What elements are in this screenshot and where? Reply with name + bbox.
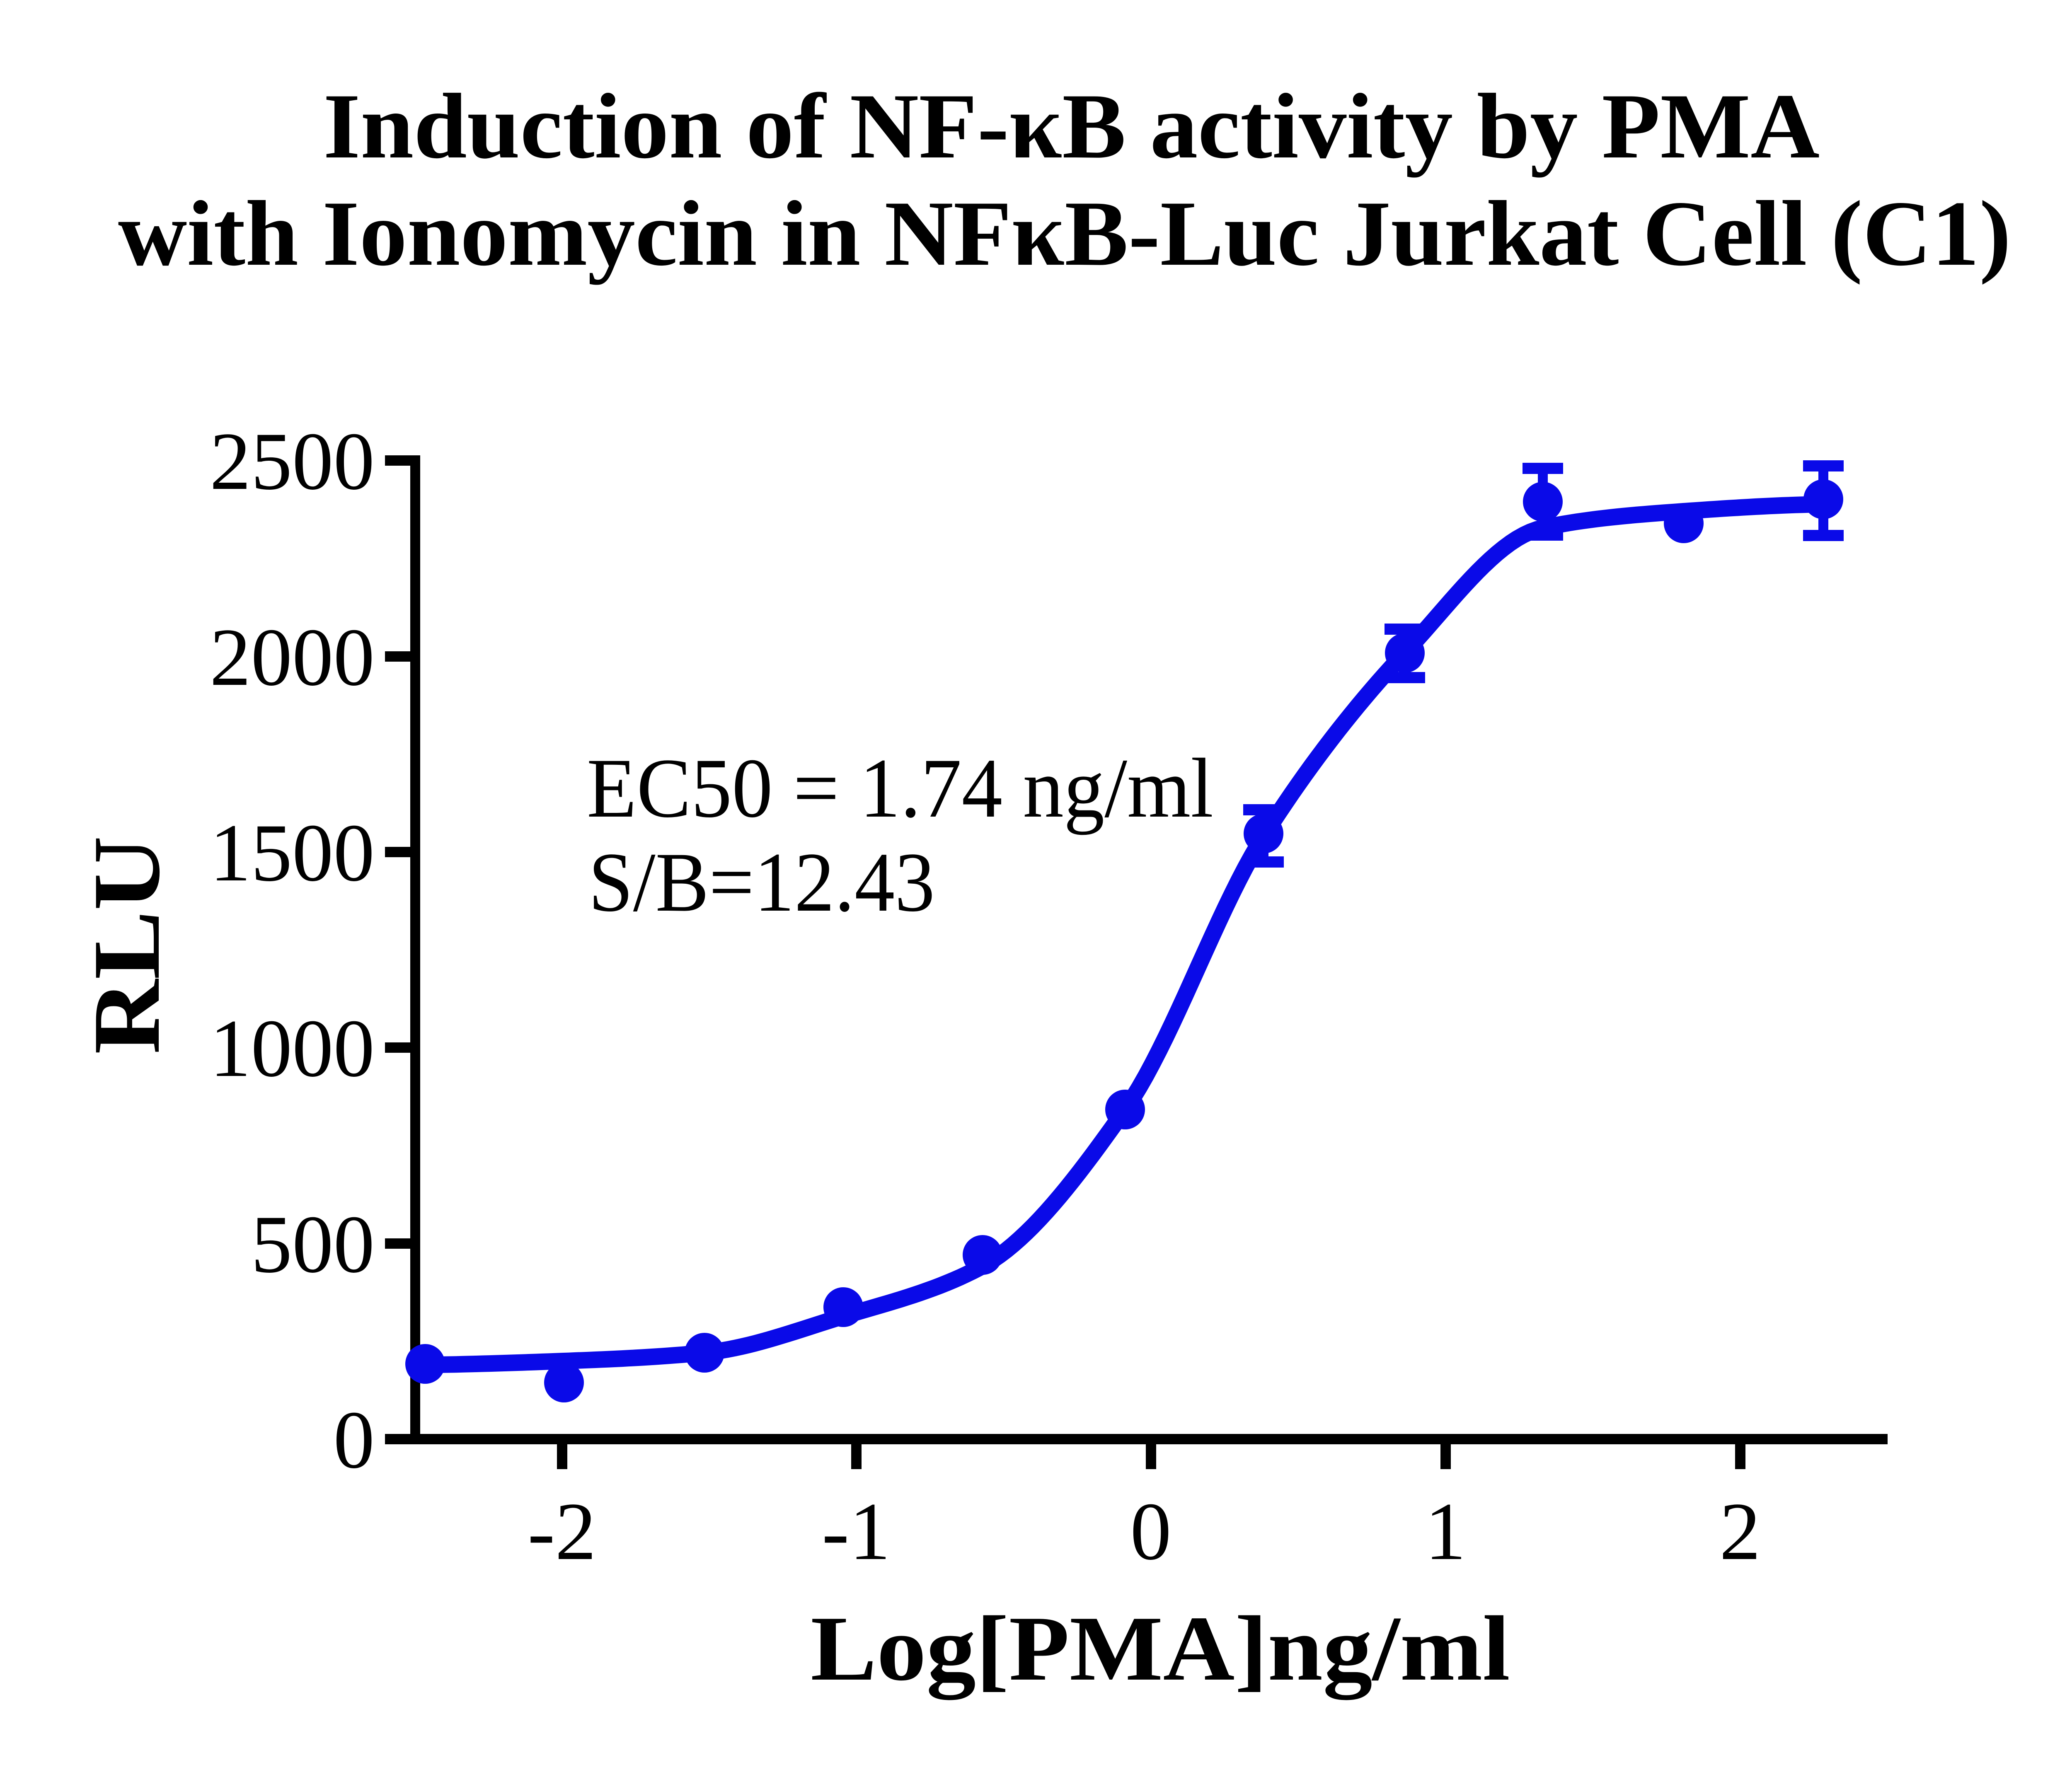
svg-text:EC50 = 1.74 ng/ml: EC50 = 1.74 ng/ml xyxy=(587,741,1213,835)
svg-text:500: 500 xyxy=(251,1199,375,1290)
svg-text:S/B=12.43: S/B=12.43 xyxy=(588,835,935,929)
svg-text:1000: 1000 xyxy=(210,1003,375,1094)
svg-text:-2: -2 xyxy=(528,1486,596,1577)
svg-text:-1: -1 xyxy=(822,1486,891,1577)
svg-text:1: 1 xyxy=(1425,1486,1466,1577)
svg-text:2: 2 xyxy=(1719,1486,1761,1577)
svg-text:1500: 1500 xyxy=(210,807,375,899)
svg-text:with Ionomycin in NFκB-Luc Jur: with Ionomycin in NFκB-Luc Jurkat Cell (… xyxy=(118,181,2011,285)
svg-text:Log[PMA]ng/ml: Log[PMA]ng/ml xyxy=(811,1597,1510,1700)
svg-text:RLU: RLU xyxy=(73,836,179,1054)
svg-text:2000: 2000 xyxy=(210,612,375,703)
svg-text:2500: 2500 xyxy=(210,416,375,507)
svg-text:Induction of NF-κB activity by: Induction of NF-κB activity by PMA xyxy=(323,74,1820,178)
svg-text:0: 0 xyxy=(1130,1486,1172,1577)
svg-text:0: 0 xyxy=(334,1395,375,1486)
